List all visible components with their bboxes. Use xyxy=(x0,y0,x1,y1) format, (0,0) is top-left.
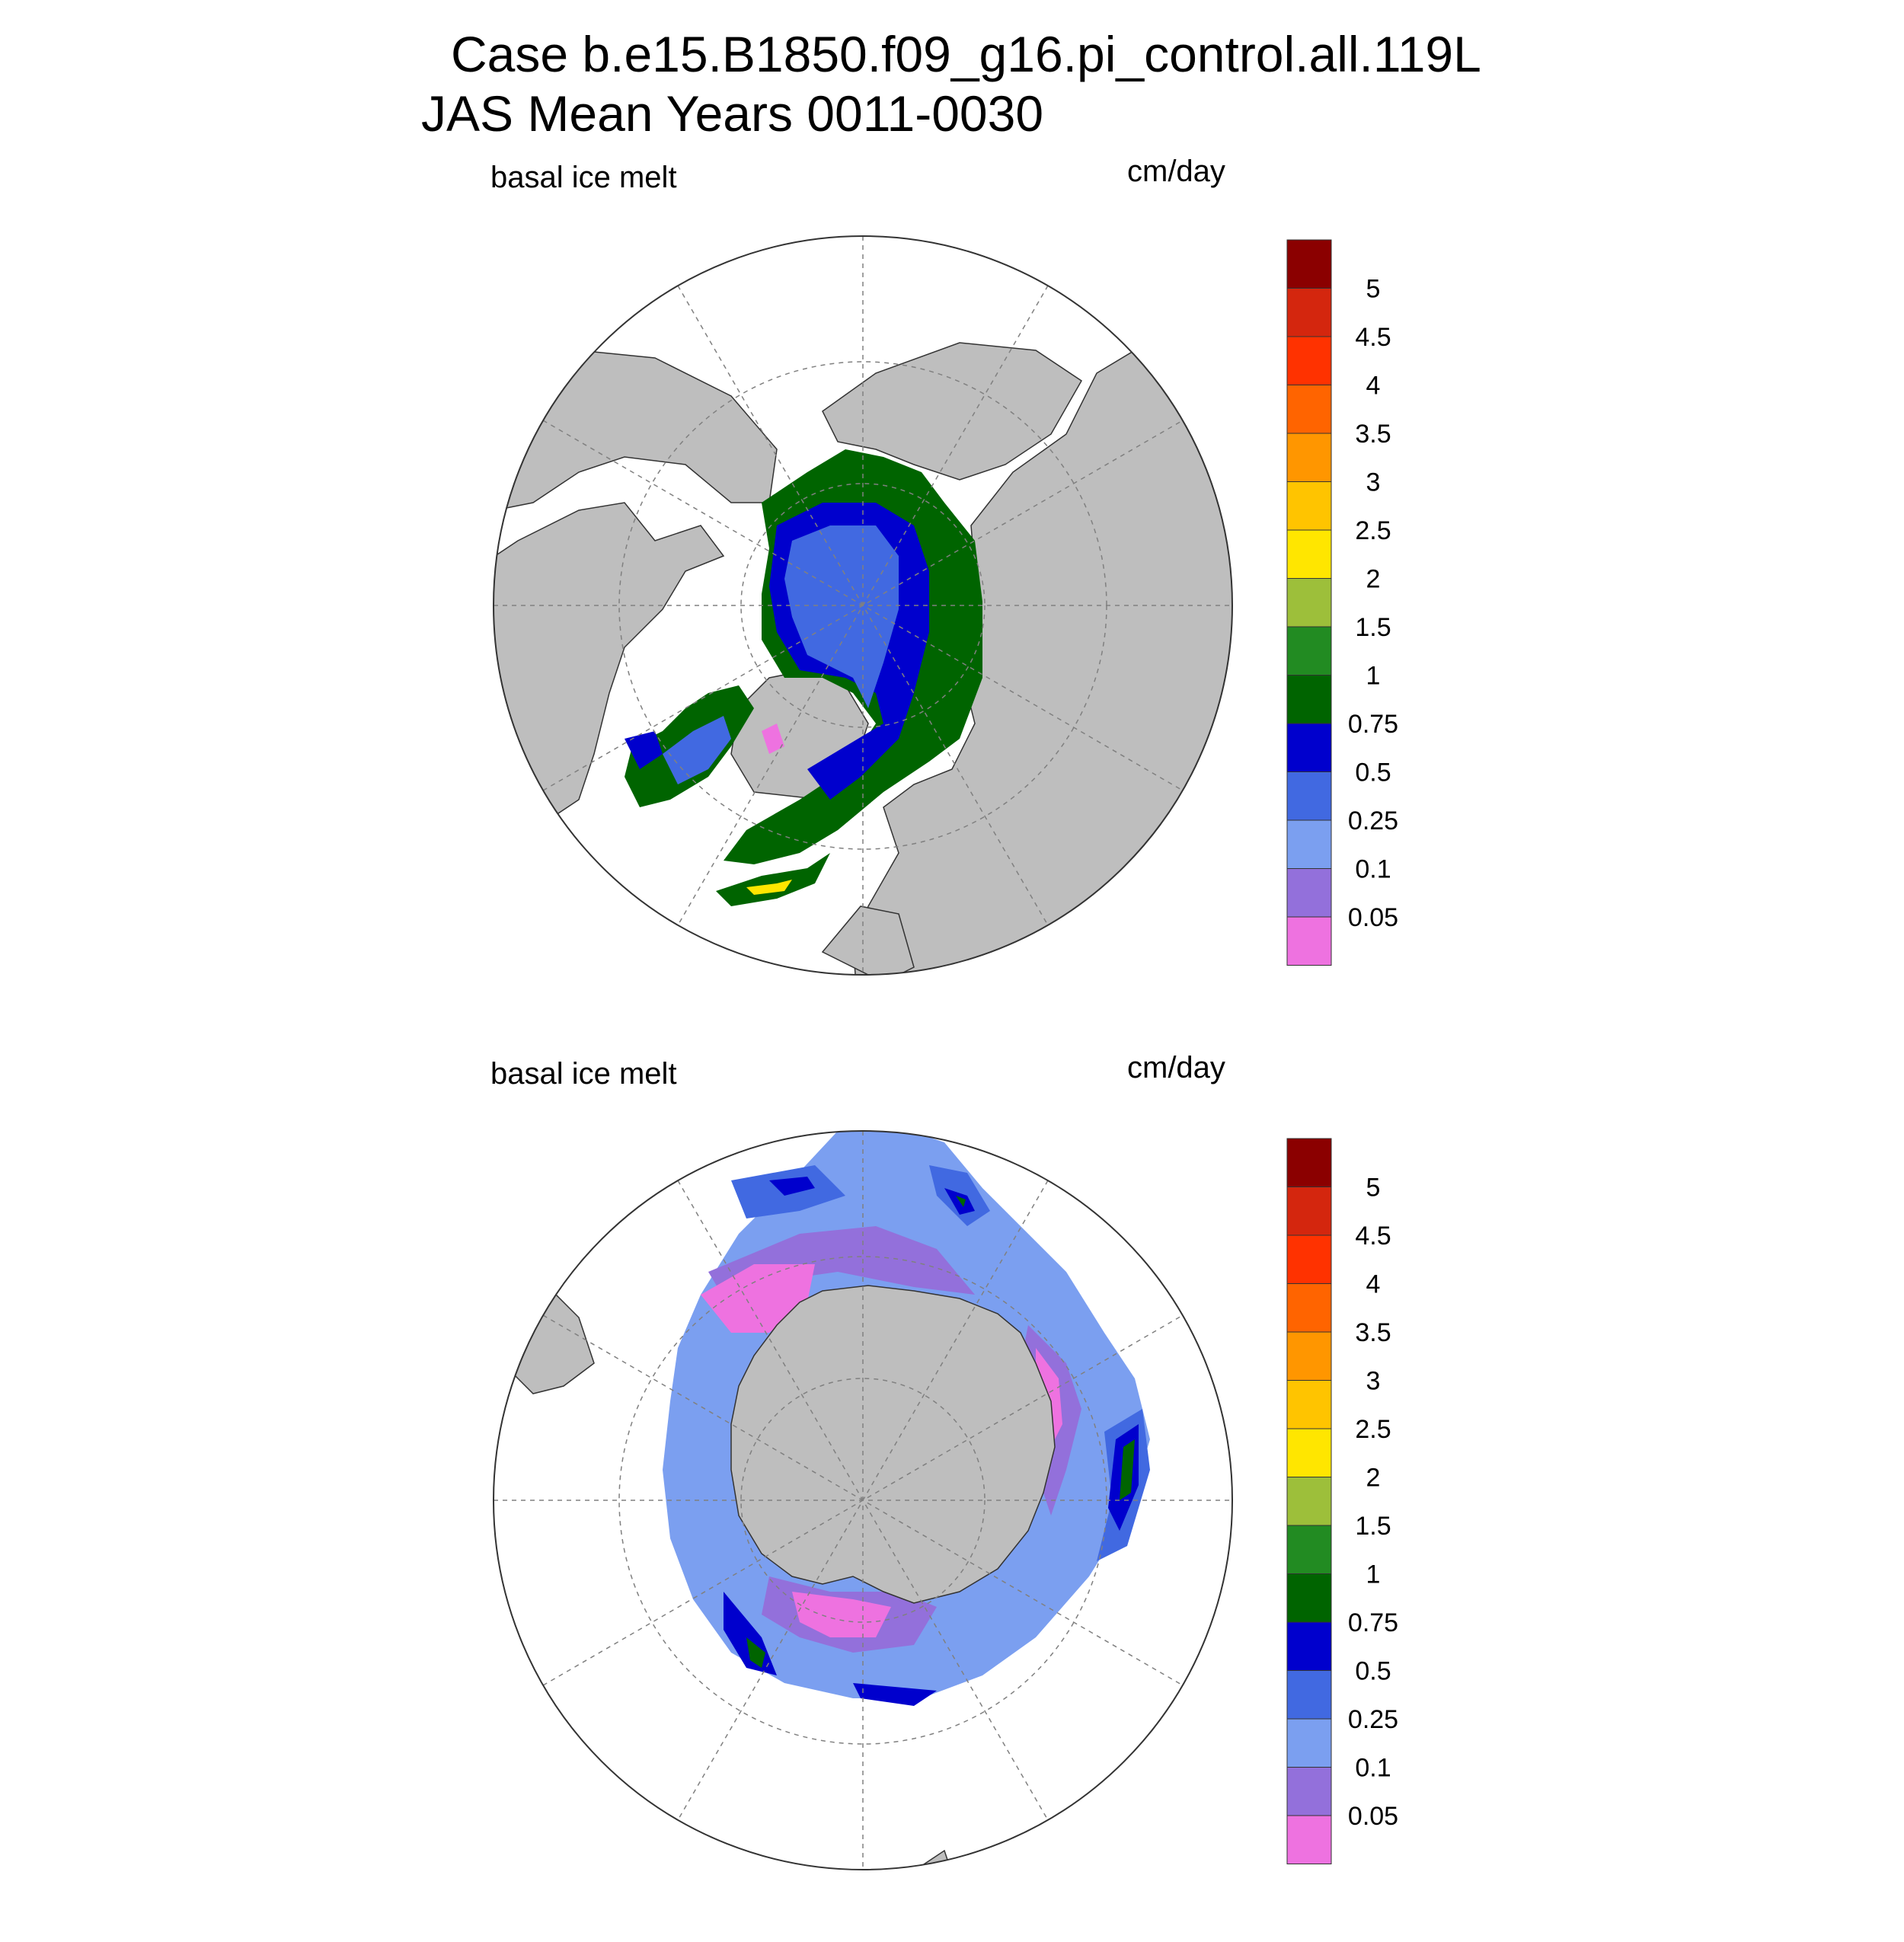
arctic-melt-field xyxy=(625,449,982,906)
colorbar-swatch xyxy=(1286,1283,1332,1333)
colorbar-label: 4.5 xyxy=(1355,323,1391,352)
antarctica-land xyxy=(730,1285,1056,1604)
colorbar-label: 2 xyxy=(1366,1464,1381,1493)
case-title: Case b.e15.B1850.f09_g16.pi_control.all.… xyxy=(451,26,1481,82)
colorbar-swatch xyxy=(1286,1331,1332,1381)
colorbar-label: 4.5 xyxy=(1355,1222,1391,1250)
south-graticule xyxy=(494,1131,1232,1870)
colorbar-label: 0.1 xyxy=(1355,855,1391,884)
colorbar-label: 1.5 xyxy=(1355,1512,1391,1541)
colorbar-swatch xyxy=(1286,1380,1332,1429)
south-units-label: cm/day xyxy=(1127,1051,1225,1084)
colorbar-label: 1 xyxy=(1366,1560,1381,1589)
colorbar-swatch xyxy=(1286,433,1332,482)
colorbar-label: 4 xyxy=(1366,1270,1381,1299)
colorbar-swatch xyxy=(1286,239,1332,289)
colorbar-swatch xyxy=(1286,1187,1332,1236)
north-graticule xyxy=(494,236,1232,975)
colorbar-label: 4 xyxy=(1366,372,1381,401)
colorbar-swatch xyxy=(1286,1573,1332,1623)
europe-land xyxy=(821,906,915,975)
colorbar-swatch xyxy=(1286,626,1332,676)
colorbar-swatch xyxy=(1286,1815,1332,1864)
north-panel: basal ice melt cm/day xyxy=(0,145,1904,1043)
colorbar-label: 1.5 xyxy=(1355,613,1391,642)
colorbar-label: 0.25 xyxy=(1348,807,1398,835)
colorbar-label: 5 xyxy=(1366,1174,1381,1203)
colorbar-label: 0.5 xyxy=(1355,1657,1391,1686)
south-panel: basal ice melt cm/day xyxy=(0,1043,1904,1942)
colorbar-swatch xyxy=(1286,1767,1332,1816)
period-title: JAS Mean Years 0011-0030 xyxy=(421,85,1044,142)
colorbar-label: 3 xyxy=(1366,1367,1381,1396)
colorbar-label: 0.75 xyxy=(1348,1608,1398,1637)
colorbar-swatch xyxy=(1286,1235,1332,1284)
colorbar-swatch xyxy=(1286,1525,1332,1574)
colorbar-label: 3.5 xyxy=(1355,420,1391,449)
colorbar-label: 0.5 xyxy=(1355,759,1391,787)
colorbar-swatch xyxy=(1286,1138,1332,1187)
colorbar-label: 2.5 xyxy=(1355,516,1391,545)
colorbar-swatch xyxy=(1286,481,1332,531)
colorbar-swatch xyxy=(1286,771,1332,821)
colorbar-label: 3.5 xyxy=(1355,1318,1391,1347)
siberia-land xyxy=(822,342,1082,481)
north-variable-label: basal ice melt xyxy=(490,161,677,194)
colorbar-label: 0.05 xyxy=(1348,903,1398,932)
colorbar-swatch xyxy=(1286,1670,1332,1720)
colorbar-swatch xyxy=(1286,288,1332,337)
south-polar-map: 5 4.5 4 3.5 3 2.5 2 1.5 1 0.75 0.5 0.25 0.1 0.05 xyxy=(493,1130,1398,1870)
north-polar-map: 5 4.5 4 3.5 3 2.5 2 1.5 1 0.75 0.5 0.25 0.1 0.05 xyxy=(493,235,1398,976)
colorbar-swatch xyxy=(1286,578,1332,628)
colorbar-swatch xyxy=(1286,868,1332,918)
colorbar-swatch xyxy=(1286,819,1332,869)
colorbar-swatch xyxy=(1286,529,1332,579)
colorbar-swatch xyxy=(1286,1621,1332,1671)
south-variable-label: basal ice melt xyxy=(490,1057,677,1091)
colorbar-label: 5 xyxy=(1366,275,1381,304)
colorbar-label: 1 xyxy=(1366,662,1381,691)
colorbar-swatch xyxy=(1286,1477,1332,1526)
colorbar-swatch xyxy=(1286,1718,1332,1768)
north-colorbar: 5 4.5 4 3.5 3 2.5 2 1.5 1 0.75 0.5 0.25 0.1 0.05 xyxy=(1286,239,1398,966)
colorbar-label: 0.25 xyxy=(1348,1705,1398,1734)
colorbar-swatch xyxy=(1286,675,1332,724)
colorbar-swatch xyxy=(1286,723,1332,772)
north-units-label: cm/day xyxy=(1127,155,1225,188)
colorbar-swatch xyxy=(1286,916,1332,966)
colorbar-label: 2.5 xyxy=(1355,1415,1391,1444)
colorbar-swatch xyxy=(1286,1428,1332,1477)
colorbar-label: 2 xyxy=(1366,565,1381,594)
colorbar-label: 0.75 xyxy=(1348,710,1398,739)
colorbar-swatch xyxy=(1286,385,1332,434)
colorbar-swatch xyxy=(1286,336,1332,385)
colorbar-label: 0.05 xyxy=(1348,1802,1398,1831)
south-colorbar: 5 4.5 4 3.5 3 2.5 2 1.5 1 0.75 0.5 0.25 0.1 0.05 xyxy=(1286,1138,1398,1864)
colorbar-label: 0.1 xyxy=(1355,1754,1391,1783)
colorbar-label: 3 xyxy=(1366,468,1381,497)
